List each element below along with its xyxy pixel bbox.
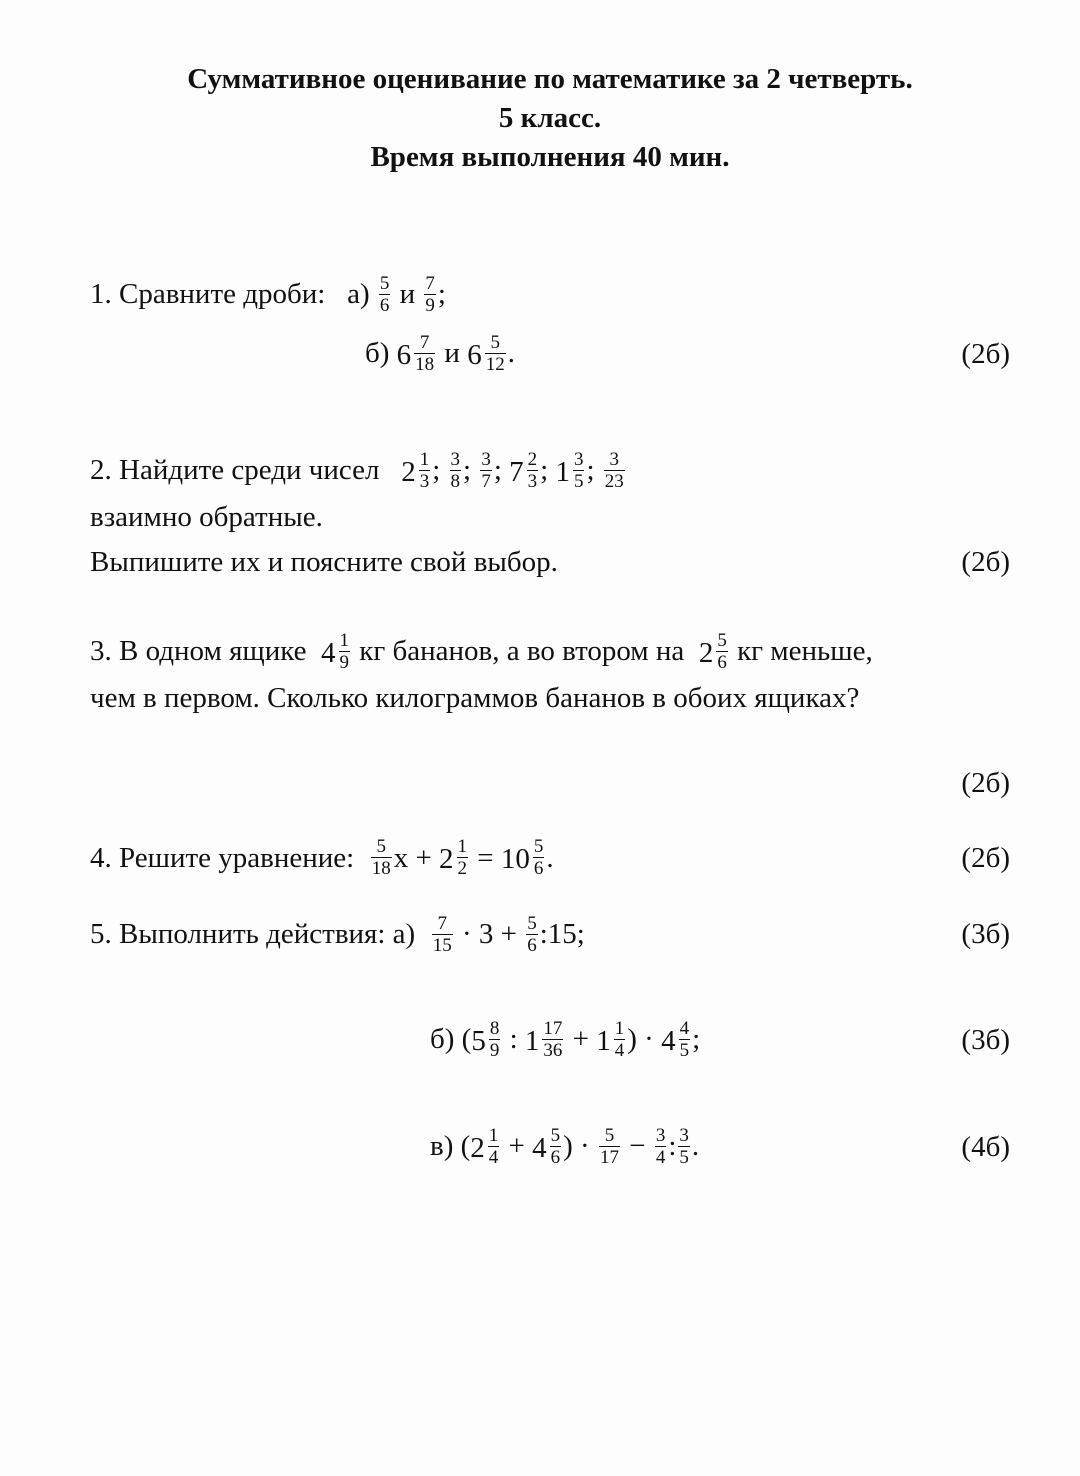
p5-lead: 5. Выполнить действия: а) [90,918,415,950]
p5-a: 5. Выполнить действия: а) 715 · 3 + 56:1… [90,912,1010,957]
p1-line-a: 1. Сравните дроби: а) 5 6 и 7 9 ; [90,272,1010,317]
problem-2: 2. Найдите среди чисел 213; 38; 37; 723;… [90,448,1010,585]
p2-line3: Выпишите их и поясните свой выбор. (2б) [90,540,1010,585]
p5-a-points: (3б) [931,912,1010,957]
p1-b-mixed2: 5 12 [485,333,506,374]
p1-b-mixed1: 7 18 [414,333,435,374]
title-line-1: Суммативное оценивание по математике за … [90,60,1010,99]
p1-label: 1. Сравните дроби: [90,278,325,310]
p3-line2: чем в первом. Сколько килограммов банано… [90,676,1010,721]
p1-a-and: и [400,278,416,310]
problem-5: 5. Выполнить действия: а) 715 · 3 + 56:1… [90,912,1010,1171]
p1-b-prefix: б) [365,337,389,369]
p5-b-points: (3б) [931,1018,1010,1063]
p1-b-and: и [444,337,460,369]
p4-lead: 4. Решите уравнение: [90,842,354,874]
p5-c-points: (4б) [931,1125,1010,1170]
p2-lead: 2. Найдите среди чисел [90,454,379,486]
p5-b: б) (589 : 11736 + 114) · 445; (3б) [90,1017,1010,1064]
p2-line2: взаимно обратные. [90,495,1010,540]
worksheet-page: Суммативное оценивание по математике за … [0,0,1080,1476]
title-block: Суммативное оценивание по математике за … [90,60,1010,177]
p1-b-tail: . [508,337,515,369]
p1-points: (2б) [931,332,1010,377]
p1-a-prefix: а) [347,278,370,310]
p1-a-frac1: 5 6 [379,274,391,315]
p1-a-frac2: 7 9 [424,274,436,315]
p5-c: в) (214 + 456) · 517 − 34:35. (4б) [90,1124,1010,1171]
p3-points-row: (2б) [90,761,1010,806]
title-line-2: 5 класс. [90,99,1010,138]
p1-a-tail: ; [438,278,446,310]
p4-line: 4. Решите уравнение: 518x + 212 = 1056. … [90,836,1010,883]
p2-points: (2б) [931,540,1010,585]
p1-line-b: б) 6 7 18 и 6 5 12 . (2б) [90,331,1010,378]
problem-3: 3. В одном ящике 419 кг бананов, а во вт… [90,629,1010,806]
problem-1: 1. Сравните дроби: а) 5 6 и 7 9 ; б) 6 7… [90,272,1010,378]
p4-points: (2б) [931,836,1010,881]
p3-line1: 3. В одном ящике 419 кг бананов, а во вт… [90,629,1010,676]
problem-4: 4. Решите уравнение: 518x + 212 = 1056. … [90,836,1010,883]
p3-points: (2б) [931,761,1010,806]
p2-line1: 2. Найдите среди чисел 213; 38; 37; 723;… [90,448,1010,495]
title-line-3: Время выполнения 40 мин. [90,138,1010,177]
